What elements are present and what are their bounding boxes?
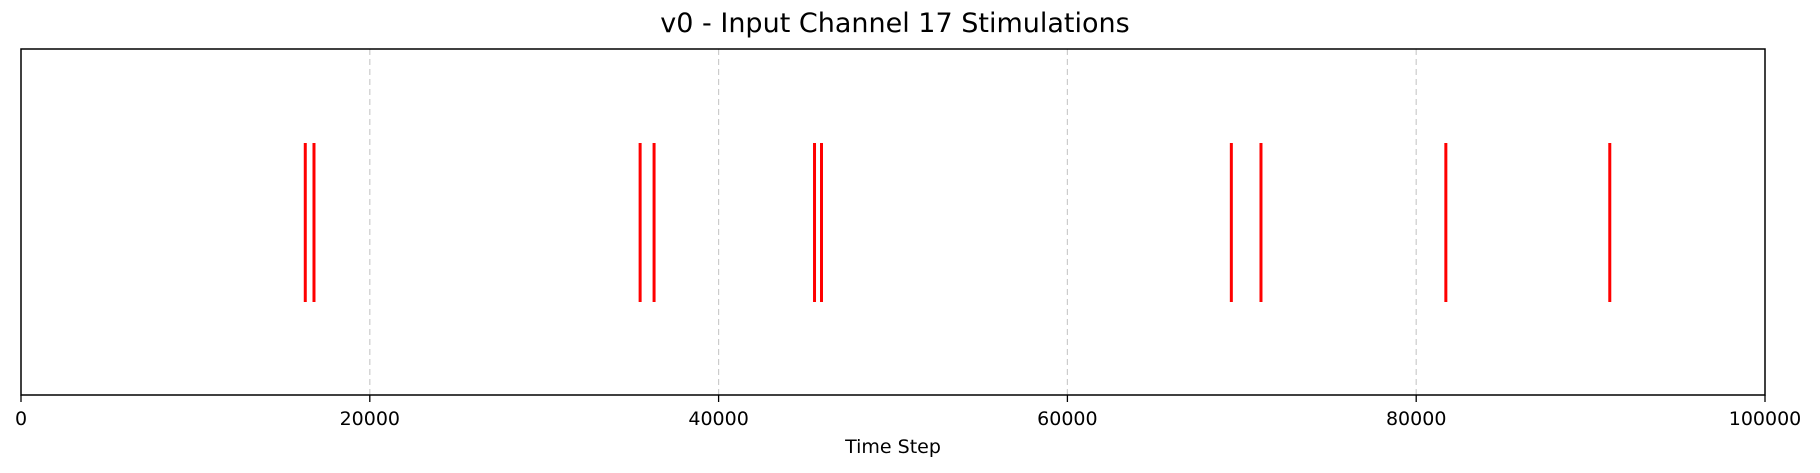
grid-lines [369,49,1417,395]
x-tick-label: 40000 [688,408,748,430]
x-axis-label: Time Step [845,436,941,458]
x-tick-label: 60000 [1037,408,1097,430]
x-axis-ticks: 0 20000 40000 60000 80000 100000 [15,395,1801,430]
x-tick-label: 80000 [1386,408,1446,430]
x-tick-label: 20000 [340,408,400,430]
chart-title: v0 - Input Channel 17 Stimulations [660,8,1130,39]
x-tick-label: 0 [15,408,27,430]
event-series [303,143,1612,302]
x-tick-label: 100000 [1729,408,1802,430]
axes-frame [20,48,1766,396]
